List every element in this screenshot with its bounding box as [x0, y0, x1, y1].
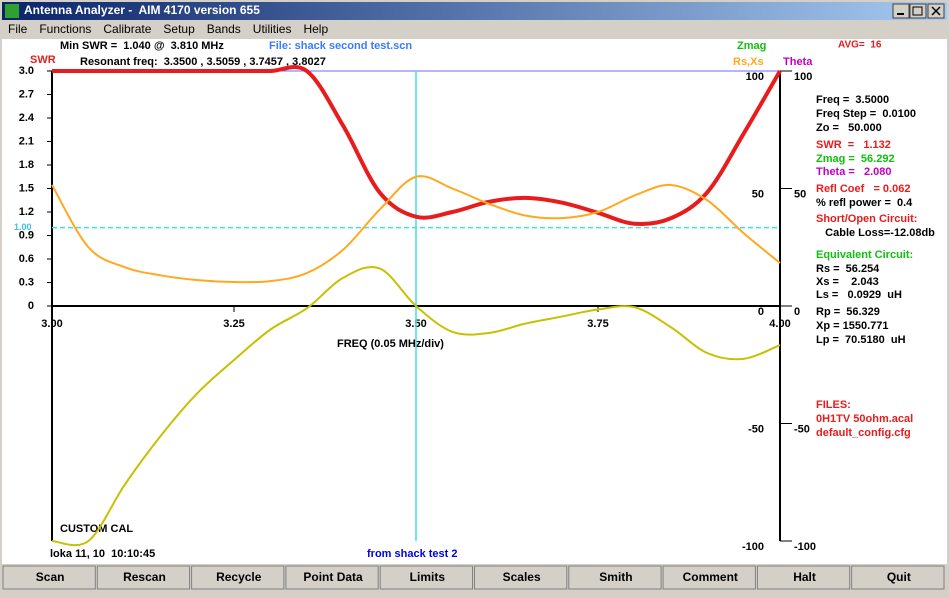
- plot-window: [2, 39, 947, 564]
- y3-tick-label: 100: [794, 71, 812, 83]
- series-line: [51, 265, 781, 547]
- panel-line: Zmag = 56.292: [816, 153, 895, 165]
- panel-line: FILES:: [816, 399, 851, 411]
- y-tick-label: 1.2: [19, 206, 34, 218]
- panel-line: Cable Loss=-12.08db: [816, 227, 935, 239]
- y2-tick-label: 0: [758, 306, 764, 318]
- y-tick-label: 2.1: [19, 135, 34, 147]
- swr-reference-label: 1.00: [14, 222, 32, 232]
- y2-tick-label: 100: [746, 71, 764, 83]
- panel-line: Equivalent Circuit:: [816, 249, 913, 261]
- button[interactable]: [851, 565, 945, 590]
- y2-tick-label: -50: [748, 423, 764, 435]
- y-tick-label: 2.7: [19, 88, 34, 100]
- timestamp: loka 11, 10 10:10:45: [50, 548, 155, 560]
- x-tick-label: 4.00: [769, 318, 790, 330]
- y2-tick-label: 50: [752, 188, 764, 200]
- window-controls[interactable]: [892, 3, 945, 19]
- button[interactable]: [2, 565, 96, 590]
- panel-line: Xp = 1550.771: [816, 320, 888, 332]
- button[interactable]: [662, 565, 756, 590]
- panel-line: 0H1TV 50ohm.acal: [816, 413, 913, 425]
- button[interactable]: [285, 565, 379, 590]
- series-line: [52, 64, 782, 227]
- y3-tick-label: -50: [794, 423, 810, 435]
- button[interactable]: [379, 565, 474, 590]
- button[interactable]: [191, 565, 285, 590]
- cal-status: CUSTOM CAL: [60, 523, 133, 535]
- menu-item[interactable]: Setup: [163, 22, 195, 36]
- menu-item[interactable]: Bands: [207, 22, 241, 36]
- button-label[interactable]: Quit: [887, 570, 911, 584]
- button-label[interactable]: Scan: [36, 570, 65, 584]
- menu-item[interactable]: Help: [303, 22, 328, 36]
- panel-line: % refl power = 0.4: [816, 197, 913, 209]
- x-tick-label: 3.00: [41, 318, 62, 330]
- panel-line: Rs = 56.254: [816, 263, 880, 275]
- y-tick-label: 0.6: [19, 253, 34, 265]
- button-label[interactable]: Recycle: [216, 570, 262, 584]
- button-label[interactable]: Halt: [793, 570, 816, 584]
- menu-item[interactable]: Calibrate: [103, 22, 151, 36]
- zmag-label: Zmag: [737, 40, 766, 52]
- button-label[interactable]: Scales: [503, 570, 541, 584]
- theta-label: Theta: [783, 56, 813, 68]
- panel-line: Refl Coef = 0.062: [816, 183, 910, 195]
- y-tick-label: 1.5: [19, 182, 34, 194]
- panel-line: Theta = 2.080: [816, 166, 892, 178]
- button-label[interactable]: Rescan: [123, 570, 166, 584]
- menu-item[interactable]: Functions: [39, 22, 91, 36]
- series-line: [51, 175, 781, 284]
- menu-item[interactable]: File: [8, 22, 28, 36]
- button[interactable]: [474, 565, 568, 590]
- y3-tick-label: 50: [794, 188, 806, 200]
- button[interactable]: [568, 565, 662, 590]
- button[interactable]: [96, 565, 191, 590]
- min-swr: Min SWR = 1.040 @ 3.810 MHz: [60, 40, 224, 52]
- file-name: File: shack second test.scn: [269, 40, 412, 52]
- panel-line: Short/Open Circuit:: [816, 213, 917, 225]
- y-tick-label: 1.8: [19, 159, 34, 171]
- y-tick-label: 2.4: [19, 112, 35, 124]
- y-axis-label: SWR: [30, 54, 56, 66]
- panel-line: Zo = 50.000: [816, 122, 882, 134]
- y2-axis-label: Rs,Xs: [733, 56, 764, 68]
- menu-item[interactable]: Utilities: [253, 22, 292, 36]
- resonant-freq: Resonant freq: 3.3500 , 3.5059 , 3.7457 …: [80, 56, 326, 68]
- panel-line: SWR = 1.132: [816, 139, 891, 151]
- y-tick-label: 0.3: [19, 276, 34, 288]
- title-bar: [2, 2, 947, 20]
- panel-line: Xs = 2.043: [816, 276, 879, 288]
- scan-note: from shack test 2: [367, 548, 457, 560]
- button-label[interactable]: Comment: [683, 570, 738, 584]
- x-tick-label: 3.75: [587, 318, 608, 330]
- y2-tick-label: -100: [742, 541, 764, 553]
- panel-line: Ls = 0.0929 uH: [816, 289, 902, 301]
- button[interactable]: [756, 565, 851, 590]
- y-tick-label: 0: [28, 300, 34, 312]
- x-axis-label: FREQ (0.05 MHz/div): [337, 338, 444, 350]
- y3-tick-label: 0: [794, 306, 800, 318]
- y3-tick-label: -100: [794, 541, 816, 553]
- panel-line: Freq = 3.5000: [816, 94, 889, 106]
- x-tick-label: 3.25: [223, 318, 244, 330]
- panel-line: Freq Step = 0.0100: [816, 108, 916, 120]
- panel-line: default_config.cfg: [816, 427, 911, 439]
- button-label[interactable]: Point Data: [303, 570, 363, 584]
- y-tick-label: 3.0: [19, 65, 34, 77]
- panel-line: Lp = 70.5180 uH: [816, 334, 906, 346]
- panel-line: Rp = 56.329: [816, 306, 880, 318]
- button-label[interactable]: Limits: [410, 570, 446, 584]
- window-title: Antenna Analyzer - AIM 4170 version 655: [24, 3, 260, 17]
- avg: AVG= 16: [838, 40, 882, 51]
- y-tick-label: 0.9: [19, 229, 34, 241]
- button-label[interactable]: Smith: [599, 570, 632, 584]
- app-icon: [5, 4, 19, 18]
